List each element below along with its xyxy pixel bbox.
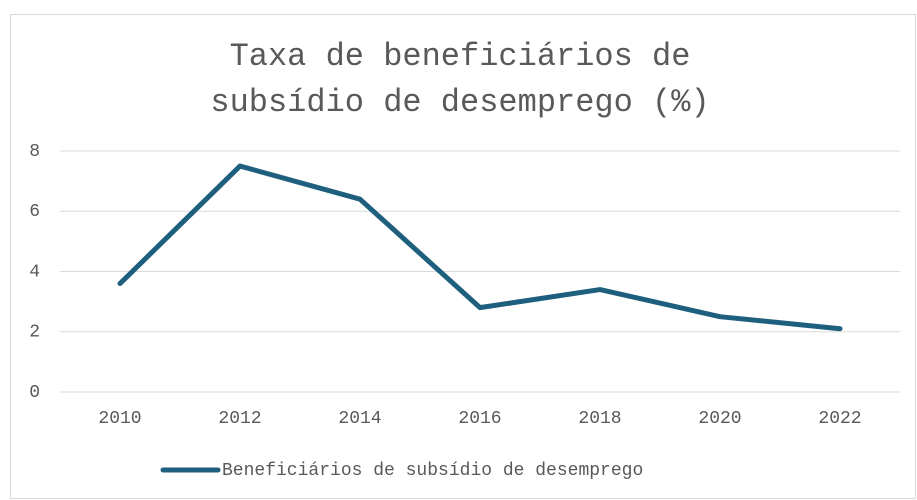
x-tick-label: 2022 — [818, 409, 861, 429]
x-tick-label: 2018 — [578, 409, 621, 429]
legend-label: Beneficiários de subsídio de desemprego — [222, 461, 643, 481]
data-line — [117, 163, 843, 332]
y-tick-label: 2 — [29, 323, 40, 343]
x-tick-label: 2014 — [338, 409, 381, 429]
x-tick-label: 2012 — [218, 409, 261, 429]
chart-border — [10, 14, 916, 499]
x-tick-label: 2020 — [698, 409, 741, 429]
y-tick-label: 6 — [29, 202, 40, 222]
y-tick-label: 0 — [29, 383, 40, 403]
chart-title: Taxa de beneficiários de subsídio de des… — [210, 38, 710, 121]
x-tick-label: 2016 — [458, 409, 501, 429]
x-tick-label: 2010 — [98, 409, 141, 429]
y-tick-label: 8 — [29, 142, 40, 162]
y-tick-label: 4 — [29, 262, 40, 282]
